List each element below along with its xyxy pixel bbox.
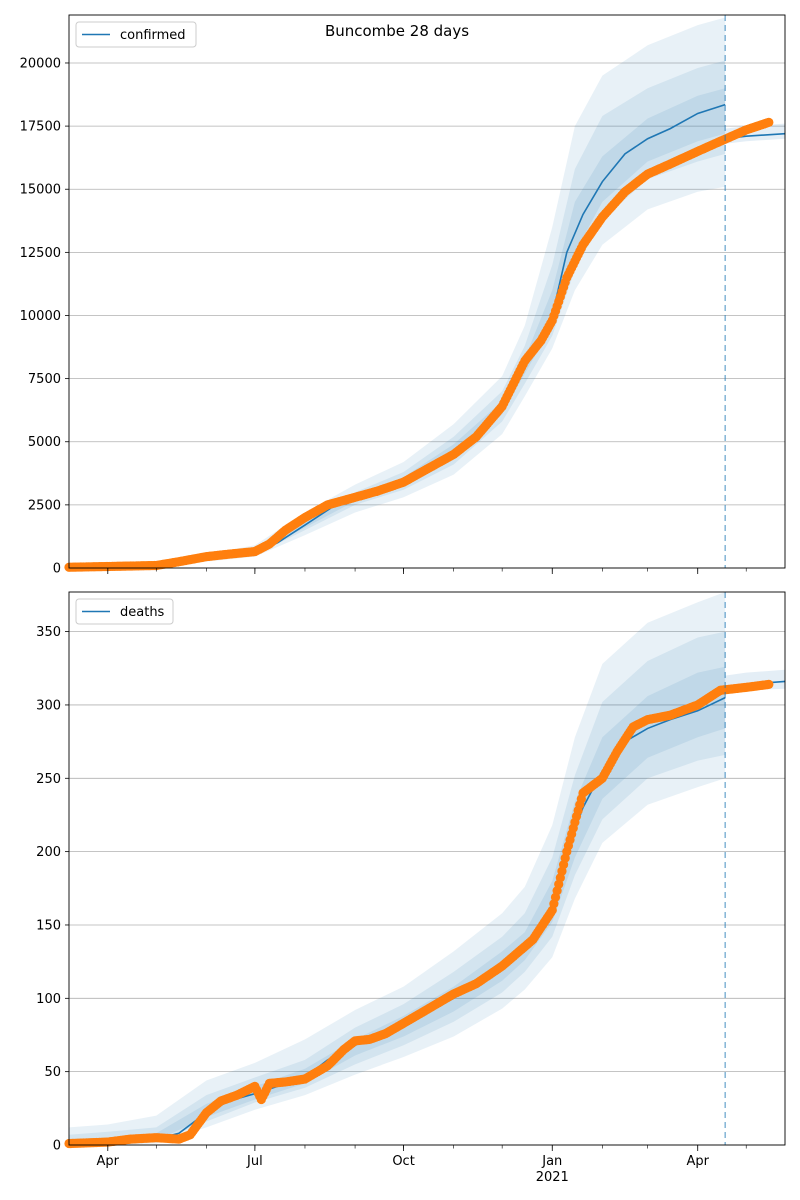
- observed-point: [764, 679, 774, 690]
- uncertainty-band-middle: [69, 631, 726, 1145]
- y-tick-label: 7500: [28, 372, 61, 387]
- y-tick-label: 0: [53, 562, 61, 577]
- confirmed-panel: 0 2500 5000 7500 10000 12500 15000 17500 20000 co…: [20, 14, 786, 577]
- observed-point: [764, 117, 774, 127]
- y-tick-label: 15000: [20, 183, 61, 198]
- y-tick-label: 250: [36, 772, 61, 787]
- y-tick-label: 5000: [28, 435, 61, 450]
- y-tick-label: 100: [36, 992, 61, 1007]
- y-tick-label: 10000: [20, 309, 61, 324]
- y-tick-label: 50: [44, 1065, 61, 1080]
- legend-box: [75, 21, 197, 48]
- y-tick-label: 150: [36, 918, 61, 933]
- figure-title: Buncombe 28 days: [325, 22, 469, 40]
- uncertainty-band-outer: [69, 592, 726, 1145]
- uncertainty-band-middle: [69, 60, 726, 568]
- y-tick-label: 2500: [28, 498, 61, 513]
- legend: confirmed: [75, 21, 197, 48]
- y-tick-label: 200: [36, 845, 61, 860]
- y-tick-label: 300: [36, 698, 61, 713]
- legend-label: confirmed: [120, 28, 186, 43]
- x-tick-label: Jul: [246, 1154, 263, 1169]
- legend: deaths: [75, 598, 174, 625]
- x-tick-label: Apr: [97, 1154, 120, 1169]
- y-tick-label: 20000: [20, 56, 61, 71]
- x-year-label: 2021: [536, 1170, 569, 1185]
- y-tick-label: 12500: [20, 246, 61, 261]
- legend-box: [75, 598, 174, 625]
- uncertainty-band-outer: [69, 17, 726, 569]
- observed-markers: [64, 679, 774, 1149]
- y-tick-label: 350: [36, 625, 61, 640]
- y-tick-label: 17500: [20, 120, 61, 135]
- x-tick-label: Jan: [541, 1154, 562, 1169]
- deaths-panel: 0 50 100 150 200 250 300 350 Apr Jul Oct Jan Apr 2021…: [36, 591, 786, 1185]
- axes-frame: [68, 591, 786, 1146]
- legend-label: deaths: [120, 605, 165, 620]
- y-tick-label: 0: [53, 1139, 61, 1154]
- x-tick-label: Apr: [686, 1154, 709, 1169]
- x-tick-label: Oct: [392, 1154, 414, 1169]
- axes-frame: [68, 14, 786, 569]
- uncertainty-band-inner: [69, 88, 726, 568]
